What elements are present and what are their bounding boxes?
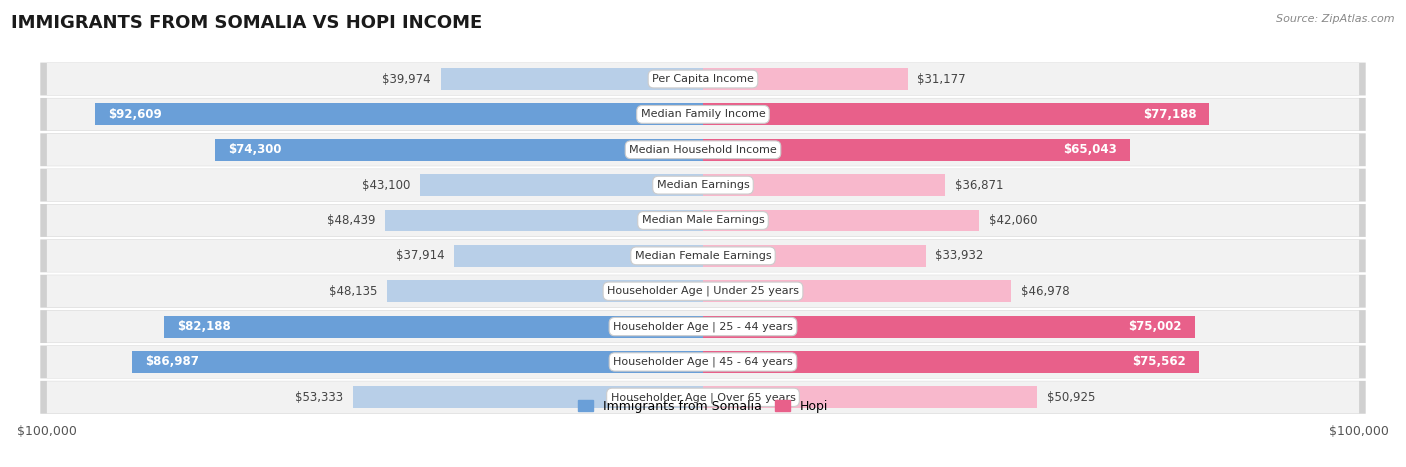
FancyBboxPatch shape <box>46 169 1360 201</box>
FancyBboxPatch shape <box>41 169 1365 202</box>
Text: $53,333: $53,333 <box>295 391 343 404</box>
Bar <box>96 103 703 125</box>
Bar <box>353 386 703 408</box>
Bar <box>132 351 703 373</box>
FancyBboxPatch shape <box>46 275 1360 307</box>
FancyBboxPatch shape <box>41 98 1365 131</box>
Legend: Immigrants from Somalia, Hopi: Immigrants from Somalia, Hopi <box>574 395 832 417</box>
Text: $65,043: $65,043 <box>1063 143 1116 156</box>
Bar <box>703 103 1209 125</box>
FancyBboxPatch shape <box>46 98 1360 130</box>
FancyBboxPatch shape <box>46 63 1360 95</box>
Text: Source: ZipAtlas.com: Source: ZipAtlas.com <box>1277 14 1395 24</box>
FancyBboxPatch shape <box>46 311 1360 343</box>
Text: $74,300: $74,300 <box>229 143 283 156</box>
Bar <box>440 68 703 90</box>
Bar <box>215 139 703 161</box>
Text: IMMIGRANTS FROM SOMALIA VS HOPI INCOME: IMMIGRANTS FROM SOMALIA VS HOPI INCOME <box>11 14 482 32</box>
Text: Householder Age | 25 - 44 years: Householder Age | 25 - 44 years <box>613 321 793 332</box>
Bar <box>703 210 979 232</box>
Bar <box>703 386 1038 408</box>
FancyBboxPatch shape <box>46 134 1360 166</box>
Text: $50,925: $50,925 <box>1047 391 1095 404</box>
FancyBboxPatch shape <box>41 310 1365 343</box>
Text: Median Household Income: Median Household Income <box>628 145 778 155</box>
Bar <box>420 174 703 196</box>
FancyBboxPatch shape <box>41 275 1365 308</box>
Bar <box>703 245 925 267</box>
FancyBboxPatch shape <box>41 63 1365 95</box>
Text: Per Capita Income: Per Capita Income <box>652 74 754 84</box>
Text: Median Earnings: Median Earnings <box>657 180 749 190</box>
FancyBboxPatch shape <box>41 381 1365 414</box>
Bar <box>385 210 703 232</box>
Text: $46,978: $46,978 <box>1021 285 1070 298</box>
Bar <box>703 316 1195 338</box>
Bar <box>703 280 1011 302</box>
Text: Median Male Earnings: Median Male Earnings <box>641 215 765 226</box>
Bar <box>163 316 703 338</box>
Bar <box>703 174 945 196</box>
Text: $48,439: $48,439 <box>326 214 375 227</box>
Text: Householder Age | Under 25 years: Householder Age | Under 25 years <box>607 286 799 297</box>
FancyBboxPatch shape <box>46 381 1360 413</box>
Text: $42,060: $42,060 <box>988 214 1038 227</box>
FancyBboxPatch shape <box>46 346 1360 378</box>
Text: $37,914: $37,914 <box>395 249 444 262</box>
FancyBboxPatch shape <box>41 240 1365 272</box>
Text: $39,974: $39,974 <box>382 72 430 85</box>
Bar <box>703 351 1199 373</box>
Text: $48,135: $48,135 <box>329 285 377 298</box>
Text: $77,188: $77,188 <box>1143 108 1197 121</box>
Bar <box>703 68 907 90</box>
Text: $75,562: $75,562 <box>1132 355 1185 368</box>
Text: $43,100: $43,100 <box>361 178 411 191</box>
Text: $86,987: $86,987 <box>145 355 200 368</box>
Text: $36,871: $36,871 <box>955 178 1004 191</box>
Bar <box>454 245 703 267</box>
Text: $92,609: $92,609 <box>108 108 162 121</box>
Bar <box>387 280 703 302</box>
Bar <box>703 139 1130 161</box>
FancyBboxPatch shape <box>41 204 1365 237</box>
Text: Median Family Income: Median Family Income <box>641 109 765 120</box>
Text: Median Female Earnings: Median Female Earnings <box>634 251 772 261</box>
FancyBboxPatch shape <box>46 205 1360 237</box>
Text: $31,177: $31,177 <box>917 72 966 85</box>
FancyBboxPatch shape <box>41 346 1365 378</box>
FancyBboxPatch shape <box>46 240 1360 272</box>
Text: $33,932: $33,932 <box>935 249 984 262</box>
FancyBboxPatch shape <box>41 133 1365 166</box>
Text: Householder Age | Over 65 years: Householder Age | Over 65 years <box>610 392 796 403</box>
Text: $75,002: $75,002 <box>1129 320 1182 333</box>
Text: $82,188: $82,188 <box>177 320 231 333</box>
Text: Householder Age | 45 - 64 years: Householder Age | 45 - 64 years <box>613 357 793 367</box>
